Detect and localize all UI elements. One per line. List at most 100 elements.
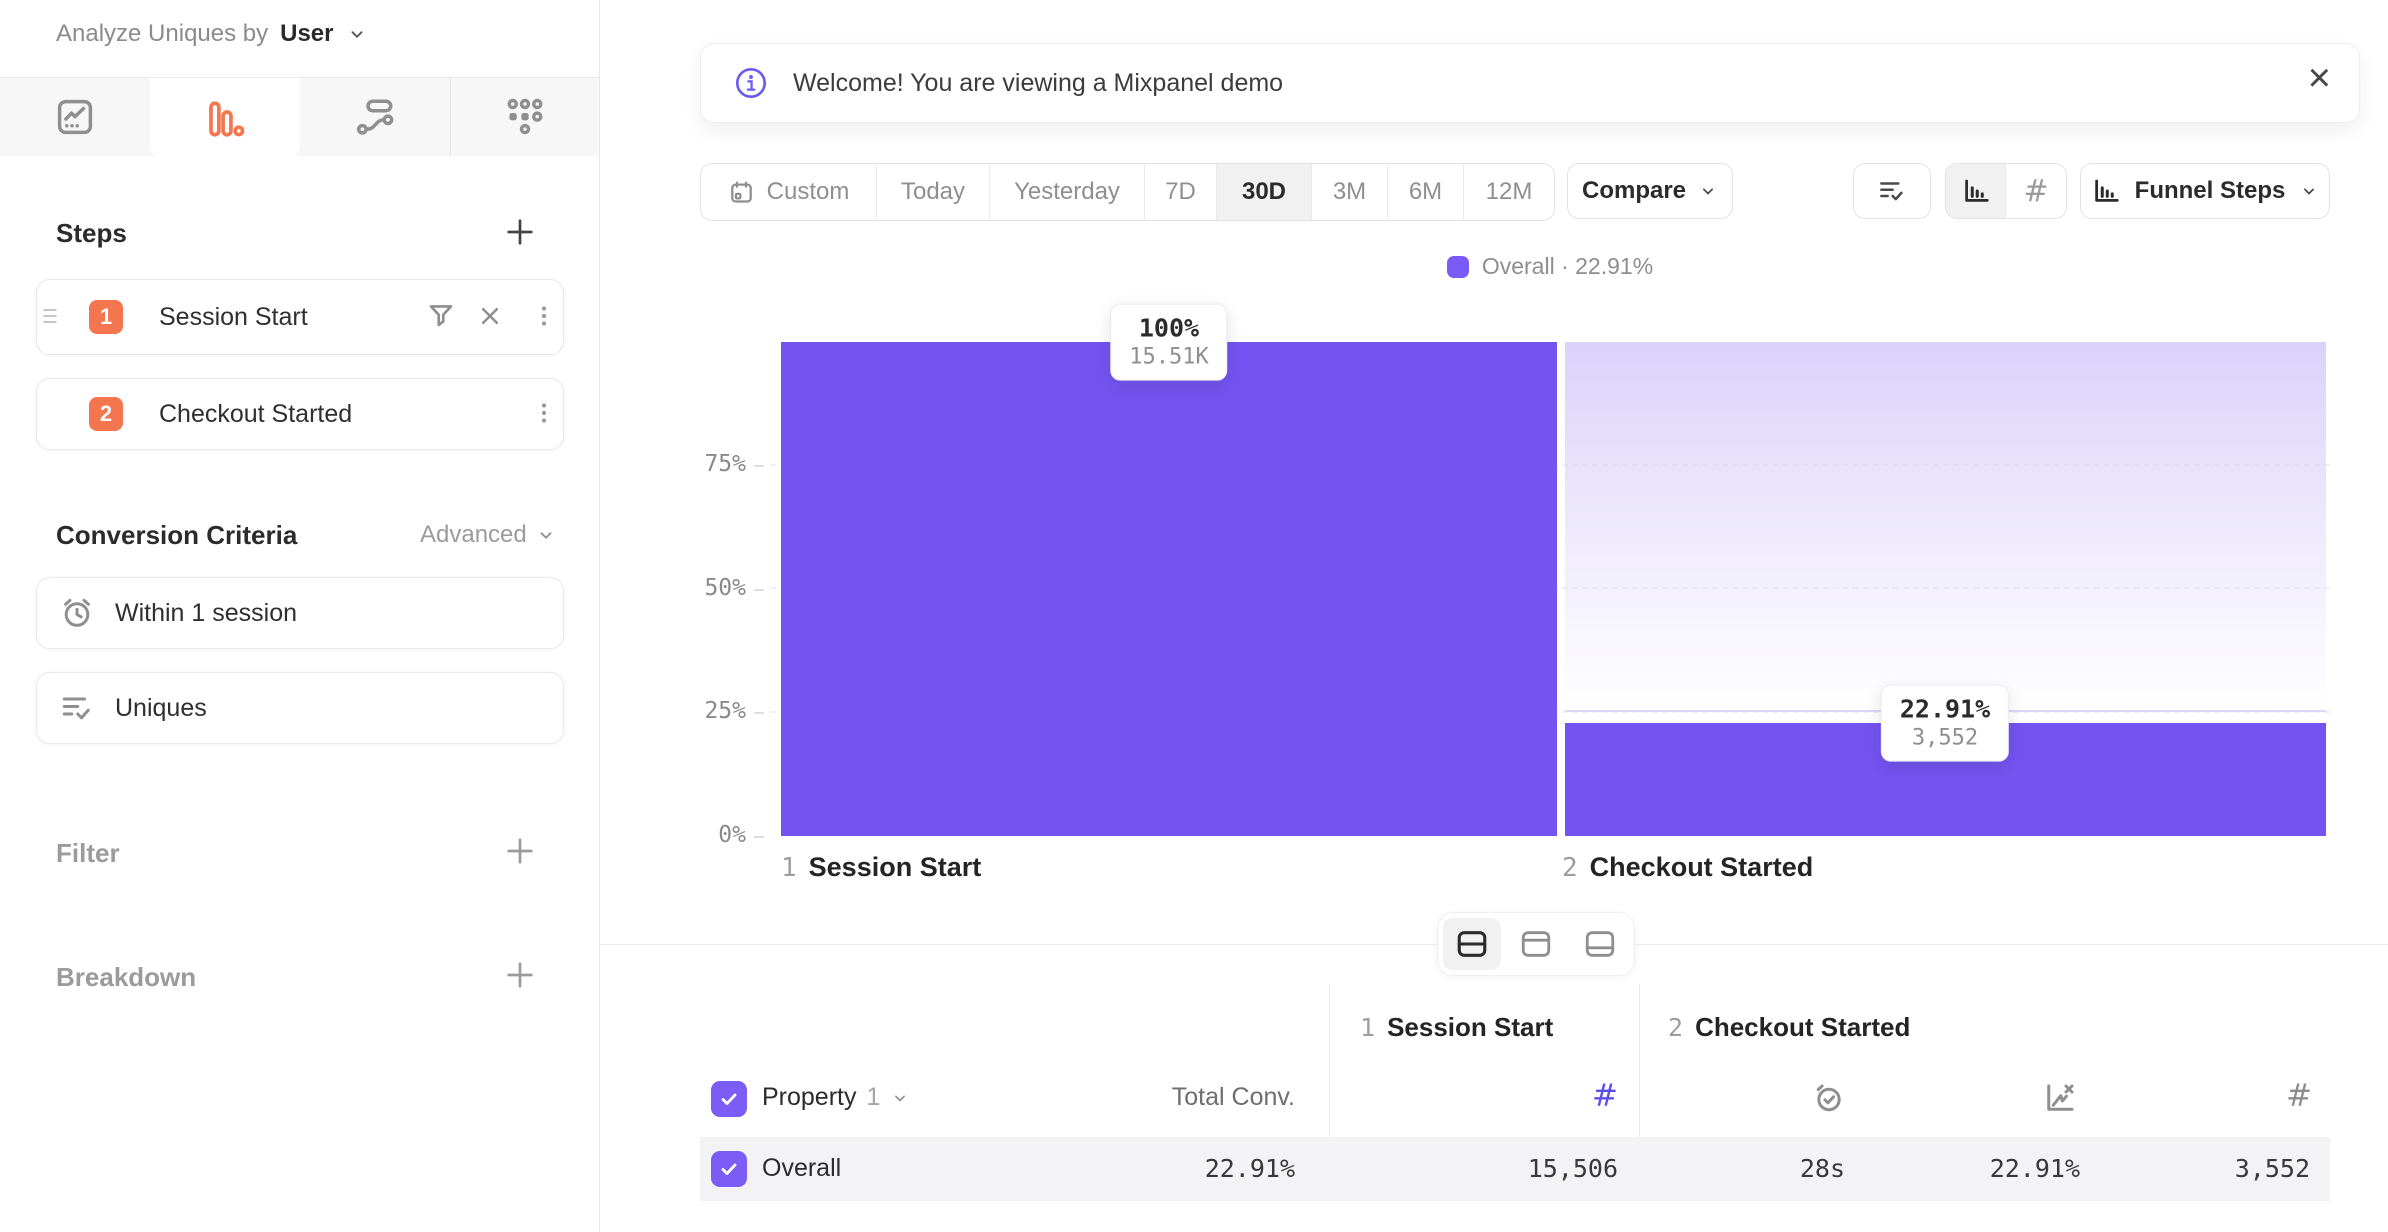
add-filter-button[interactable] bbox=[502, 833, 538, 869]
tooltip-percent: 22.91% bbox=[1899, 694, 1991, 724]
drag-handle-icon[interactable] bbox=[41, 304, 59, 328]
table-row-overall[interactable]: Overall 22.91% 15,506 28s 22.91% 3,552 bbox=[700, 1137, 2330, 1201]
list-check-icon bbox=[1877, 176, 1907, 206]
analyze-by-label: Analyze Uniques by bbox=[56, 20, 269, 47]
avg-time-metric-icon[interactable] bbox=[1811, 1080, 1847, 1116]
info-icon bbox=[735, 67, 767, 99]
tooltip-count: 3,552 bbox=[1911, 725, 1979, 751]
row-checkbox[interactable] bbox=[711, 1151, 747, 1187]
cell-step2-avg-time: 28s bbox=[1799, 1154, 1845, 1183]
date-range-label: 12M bbox=[1485, 178, 1533, 205]
steps-title: Steps bbox=[56, 218, 127, 248]
tab-retention[interactable] bbox=[450, 78, 600, 156]
top-panel-icon bbox=[1518, 927, 1554, 961]
chart-type-label: Funnel Steps bbox=[2134, 177, 2286, 204]
funnel-bar-session-start[interactable] bbox=[781, 342, 1557, 836]
chart-type-dropdown[interactable]: Funnel Steps bbox=[2080, 163, 2330, 219]
step-number-badge: 2 bbox=[89, 397, 123, 431]
analyze-by-value[interactable]: User bbox=[280, 20, 334, 47]
date-range-6m[interactable]: 6M bbox=[1388, 164, 1464, 220]
chevron-down-icon bbox=[535, 524, 557, 546]
uniques-metric-button[interactable] bbox=[1853, 163, 1931, 219]
date-range-12m[interactable]: 12M bbox=[1464, 164, 1554, 220]
step-number-badge: 1 bbox=[89, 300, 123, 334]
funnel-steps-icon bbox=[2091, 176, 2121, 206]
date-range-30d[interactable]: 30D bbox=[1217, 164, 1312, 220]
layout-split-view-button[interactable] bbox=[1443, 918, 1501, 970]
date-range-7d[interactable]: 7D bbox=[1145, 164, 1217, 220]
hash-icon: # bbox=[1592, 1078, 1618, 1114]
select-all-checkbox[interactable] bbox=[711, 1081, 747, 1117]
tab-insights[interactable] bbox=[0, 78, 150, 156]
step-card-1[interactable]: 1 Session Start bbox=[36, 279, 564, 355]
hash-icon: # bbox=[2286, 1078, 2312, 1114]
step-card-2[interactable]: 2 Checkout Started bbox=[36, 378, 564, 450]
add-breakdown-button[interactable] bbox=[502, 957, 538, 993]
date-range-yesterday[interactable]: Yesterday bbox=[990, 164, 1145, 220]
date-range-3m[interactable]: 3M bbox=[1312, 164, 1388, 220]
advanced-dropdown[interactable]: Advanced bbox=[420, 521, 557, 549]
bar-chart-icon bbox=[1961, 176, 1991, 206]
step-name: Checkout Started bbox=[1695, 1012, 1911, 1042]
show-number-segment[interactable]: # bbox=[2006, 164, 2066, 218]
property-dropdown[interactable]: Property 1 bbox=[762, 1083, 910, 1112]
cell-step2-conv-rate: 22.91% bbox=[1989, 1154, 2080, 1183]
date-range-label: 6M bbox=[1408, 178, 1443, 205]
y-axis-tick: 75% bbox=[704, 451, 746, 477]
tab-flows[interactable] bbox=[300, 78, 450, 156]
welcome-banner-text: Welcome! You are viewing a Mixpanel demo bbox=[793, 68, 1284, 97]
tab-funnels[interactable] bbox=[150, 78, 300, 160]
step1-count-sort[interactable]: # bbox=[1578, 1078, 1618, 1114]
sidebar: Analyze Uniques by User bbox=[0, 0, 600, 1232]
step-index: 2 bbox=[1562, 853, 1578, 883]
chevron-down-icon bbox=[2299, 181, 2319, 201]
conversion-rate-metric-icon[interactable] bbox=[2042, 1080, 2078, 1116]
step-index: 2 bbox=[1668, 1013, 1684, 1042]
chevron-down-icon[interactable] bbox=[346, 23, 368, 45]
cell-step2-count: 3,552 bbox=[2234, 1154, 2310, 1183]
tooltip-percent: 100% bbox=[1138, 313, 1200, 343]
split-view-icon bbox=[1454, 927, 1490, 961]
table-step-header-1[interactable]: 1 Session Start bbox=[1360, 1012, 1553, 1043]
x-axis-label-step-1: 1 Session Start bbox=[781, 852, 981, 883]
advanced-label: Advanced bbox=[420, 521, 527, 548]
compare-button[interactable]: Compare bbox=[1567, 163, 1733, 219]
step-label[interactable]: Checkout Started bbox=[159, 399, 353, 428]
add-step-button[interactable] bbox=[502, 214, 538, 250]
show-percent-segment[interactable] bbox=[1946, 164, 2007, 218]
y-axis-tick: 50% bbox=[704, 575, 746, 601]
table-step-header-2[interactable]: 2 Checkout Started bbox=[1668, 1012, 1910, 1043]
property-index: 1 bbox=[866, 1083, 881, 1111]
layout-table-only-button[interactable] bbox=[1571, 918, 1629, 970]
date-range-custom[interactable]: Custom bbox=[701, 164, 877, 220]
y-axis-tick: 25% bbox=[704, 698, 746, 724]
row-name: Overall bbox=[762, 1154, 842, 1182]
date-range-label: 3M bbox=[1332, 178, 1367, 205]
close-icon[interactable]: × bbox=[2307, 56, 2331, 100]
total-conv-header[interactable]: Total Conv. bbox=[1171, 1083, 1295, 1111]
date-range-today[interactable]: Today bbox=[877, 164, 990, 220]
hash-icon: # bbox=[2023, 173, 2049, 209]
bar-value-tooltip: 22.91% 3,552 bbox=[1880, 684, 2010, 762]
date-range-label: 7D bbox=[1165, 178, 1196, 205]
funnel-chart: 100% 15.51K 22.91% 3,552 bbox=[770, 303, 2330, 836]
legend-swatch bbox=[1446, 255, 1469, 278]
date-range-label: Today bbox=[900, 178, 966, 205]
layout-chart-only-button[interactable] bbox=[1507, 918, 1565, 970]
step-label[interactable]: Session Start bbox=[159, 302, 308, 331]
step-more-icon[interactable] bbox=[529, 301, 559, 331]
date-range-label: Yesterday bbox=[1014, 178, 1120, 205]
welcome-banner: Welcome! You are viewing a Mixpanel demo… bbox=[700, 43, 2360, 123]
x-axis-label-step-2: 2 Checkout Started bbox=[1562, 852, 1813, 883]
counting-method-card[interactable]: Uniques bbox=[36, 672, 564, 744]
step-more-icon[interactable] bbox=[529, 398, 559, 428]
step2-count-sort[interactable]: # bbox=[2272, 1078, 2312, 1114]
chart-legend[interactable]: Overall · 22.91% bbox=[770, 253, 2330, 283]
list-check-icon bbox=[59, 690, 95, 726]
date-range-label: 30D bbox=[1241, 178, 1287, 205]
analyze-by-row: Analyze Uniques by User bbox=[56, 20, 368, 48]
step-filter-icon[interactable] bbox=[425, 300, 457, 332]
tooltip-count: 15.51K bbox=[1129, 344, 1209, 370]
conversion-window-card[interactable]: Within 1 session bbox=[36, 577, 564, 649]
step-remove-icon[interactable] bbox=[475, 301, 505, 331]
